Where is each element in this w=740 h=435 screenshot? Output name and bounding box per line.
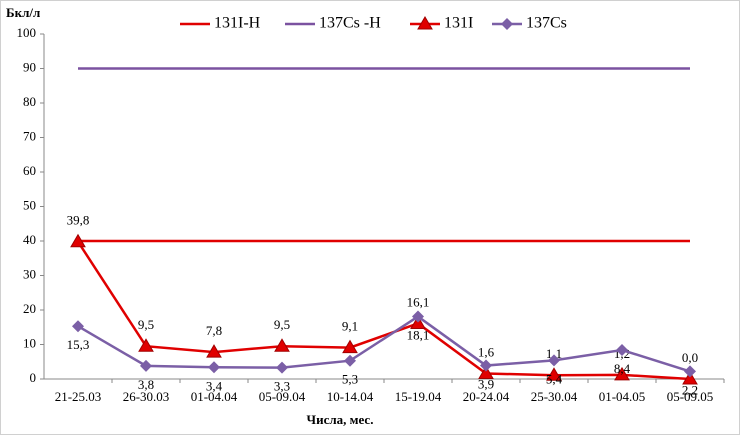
data-label: 3,3 xyxy=(274,379,290,394)
x-tick-label: 26-30.03 xyxy=(123,389,170,404)
marker xyxy=(614,366,630,381)
x-tick-label: 05-09.04 xyxy=(259,389,306,404)
data-label: 3,9 xyxy=(478,377,494,392)
y-tick-label: 100 xyxy=(17,25,37,40)
y-tick-label: 70 xyxy=(23,128,36,143)
x-tick-label: 20-24.04 xyxy=(463,389,510,404)
data-label: 15,3 xyxy=(67,337,90,352)
data-label: 5,3 xyxy=(342,372,358,387)
x-axis-title: Числа, мес. xyxy=(307,412,374,427)
y-axis-title: Бкл/л xyxy=(6,5,40,20)
data-label: 16,1 xyxy=(407,294,430,309)
data-label: 3,8 xyxy=(138,377,154,392)
marker xyxy=(72,320,84,333)
data-label: 1,6 xyxy=(478,344,495,359)
x-tick-label: 01-04.04 xyxy=(191,389,238,404)
legend-label: 131I xyxy=(444,15,473,32)
y-tick-label: 0 xyxy=(30,370,37,385)
x-tick-label: 10-14.04 xyxy=(327,389,374,404)
legend-label: 137Cs xyxy=(526,15,567,32)
x-tick-label: 05-09.05 xyxy=(667,389,714,404)
x-tick-label: 01-04.05 xyxy=(599,389,646,404)
y-tick-label: 30 xyxy=(23,266,36,281)
marker xyxy=(138,338,154,352)
y-tick-label: 50 xyxy=(23,197,36,212)
marker xyxy=(344,354,356,367)
marker xyxy=(412,310,424,323)
data-label: 2,2 xyxy=(682,382,698,397)
marker xyxy=(274,338,290,352)
marker xyxy=(501,18,513,30)
data-label: 9,5 xyxy=(138,317,154,332)
data-label: 5,4 xyxy=(546,371,563,386)
marker xyxy=(342,339,358,354)
legend-label: 137Cs -Н xyxy=(319,15,381,32)
y-tick-label: 10 xyxy=(23,335,36,350)
marker xyxy=(548,354,560,367)
series-line xyxy=(77,315,691,373)
data-label: 18,1 xyxy=(407,328,430,343)
marker xyxy=(478,365,494,379)
y-tick-label: 90 xyxy=(23,59,36,74)
y-tick-label: 80 xyxy=(23,94,36,109)
marker xyxy=(480,359,492,372)
marker xyxy=(616,344,628,357)
marker xyxy=(276,361,288,374)
data-label: 9,1 xyxy=(342,319,358,334)
data-label: 8,4 xyxy=(614,361,631,376)
data-label: 1,1 xyxy=(546,346,562,361)
legend: 131I-Н 137Cs -Н 131I 137Cs xyxy=(180,15,567,32)
marker xyxy=(140,359,152,372)
data-label: 9,5 xyxy=(274,317,290,332)
marker xyxy=(70,233,86,248)
x-tick-label: 21-25.03 xyxy=(55,389,102,404)
data-label: 39,8 xyxy=(67,213,90,228)
marker xyxy=(206,344,222,358)
marker xyxy=(682,371,698,385)
marker xyxy=(208,361,220,374)
x-tick-label: 25-30.04 xyxy=(531,389,578,404)
marker xyxy=(546,367,562,381)
data-label: 3,4 xyxy=(206,378,223,393)
legend-label: 131I-Н xyxy=(214,15,261,32)
y-tick-label: 40 xyxy=(23,232,36,247)
marker xyxy=(417,16,433,30)
y-tick-label: 60 xyxy=(23,163,36,178)
marker xyxy=(684,365,696,378)
x-tick-label: 15-19.04 xyxy=(395,389,442,404)
data-label: 0,0 xyxy=(682,350,698,365)
y-tick-label: 20 xyxy=(23,301,36,316)
data-label: 7,8 xyxy=(206,323,222,338)
series-line xyxy=(76,241,691,381)
